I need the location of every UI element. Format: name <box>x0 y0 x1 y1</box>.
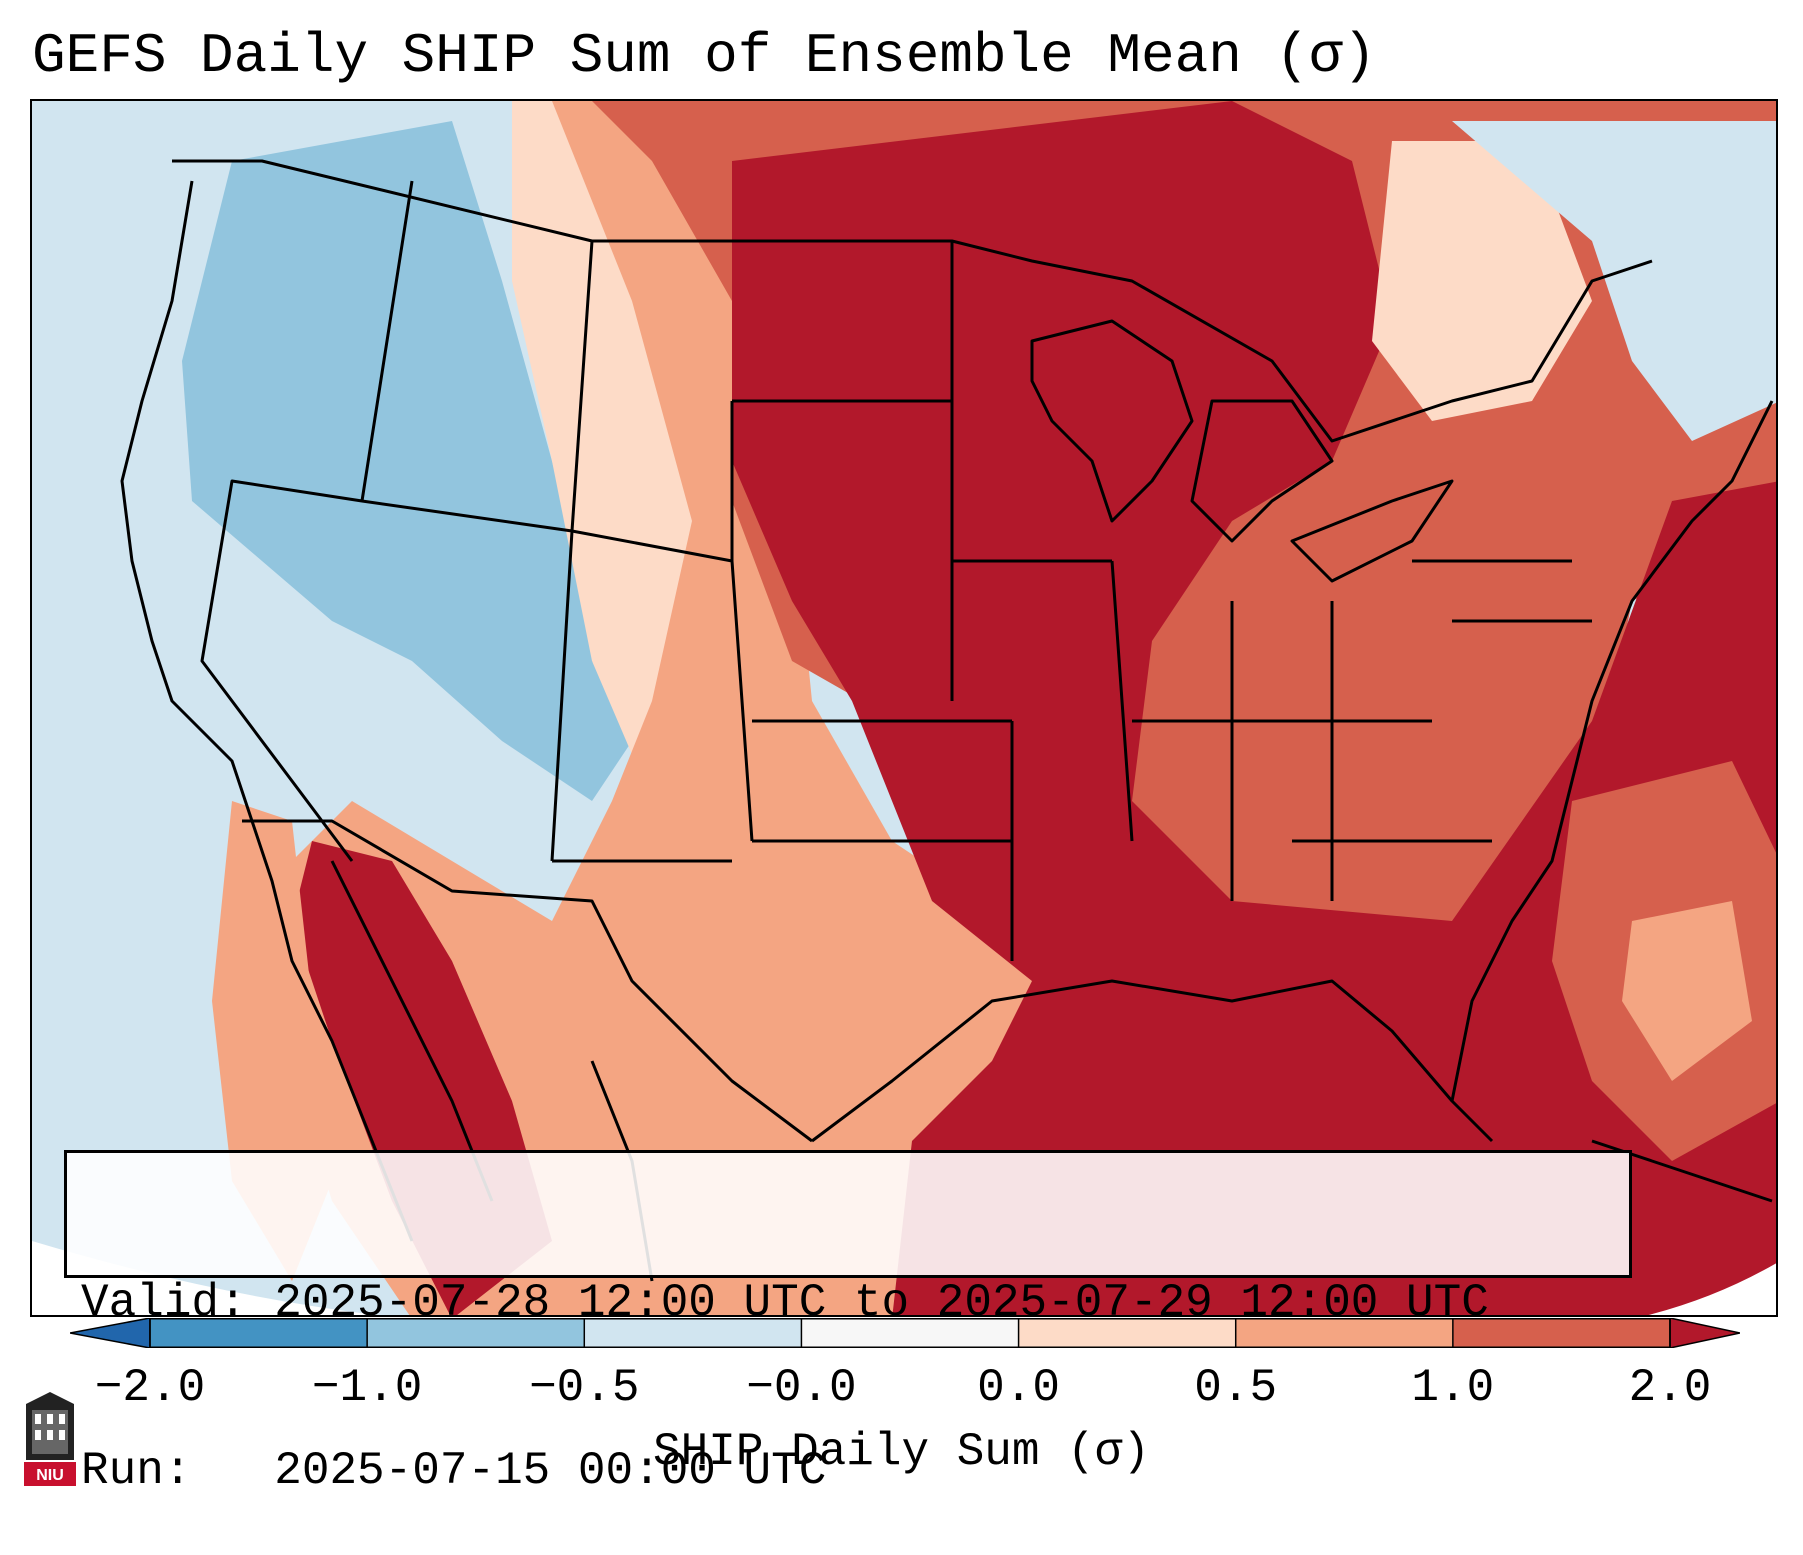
valid-run-info-box: Valid: 2025-07-28 12:00 UTC to 2025-07-2… <box>64 1150 1632 1497</box>
anomaly-region-northeast-blue <box>1452 121 1776 441</box>
anomaly-region-atlantic-light <box>1622 901 1752 1081</box>
colorbar-tick-label: −1.0 <box>311 1362 423 1414</box>
anomaly-region-northeast-light <box>1372 141 1592 421</box>
colorbar-tick-label: −0.5 <box>529 1362 640 1414</box>
colorbar-extension-low <box>70 1318 151 1348</box>
colorbar-tick-label: 0.5 <box>1194 1362 1278 1414</box>
anomaly-region-salmon <box>272 101 1092 1315</box>
valid-time-text: Valid: 2025-07-28 12:00 UTC to 2025-07-2… <box>81 1277 1489 1329</box>
colorbar-extension-high <box>1669 1318 1740 1348</box>
great-lakes <box>1030 319 1454 583</box>
colorbar-tick-label: 2.0 <box>1628 1362 1712 1414</box>
run-time-text: Run: 2025-07-15 00:00 UTC <box>81 1445 827 1497</box>
colorbar-tick-label: 0.0 <box>977 1362 1060 1414</box>
colorbar-label: SHIP Daily Sum (σ) <box>653 1426 1150 1478</box>
anomaly-region-blue <box>182 121 632 801</box>
anomaly-region-deep-red <box>732 101 1776 1315</box>
logo-text: NIU <box>36 1467 64 1484</box>
colorbar-segment <box>1235 1318 1454 1348</box>
state-lines <box>200 180 1592 961</box>
colorbar <box>70 1318 1740 1348</box>
east-coast <box>1450 400 1774 1102</box>
colorbar-segment <box>1018 1318 1237 1348</box>
west-coast <box>120 180 414 1242</box>
gulf-coast <box>811 979 1494 1143</box>
colorbar-tick-label: 1.0 <box>1411 1362 1495 1414</box>
colorbar-segment <box>801 1318 1020 1348</box>
niu-logo: NIU <box>24 1392 76 1486</box>
colorbar-segment <box>584 1318 802 1348</box>
map-panel <box>30 99 1778 1317</box>
colorbar-segment <box>367 1318 585 1348</box>
colorbar-tick-label: −0.0 <box>746 1362 857 1414</box>
colorbar-segment <box>1452 1318 1671 1348</box>
anomaly-region-light-salmon <box>512 101 1032 1101</box>
colorbar-tick-label: −2.0 <box>94 1362 206 1414</box>
map-canvas <box>32 101 1776 1315</box>
colorbar-segment <box>150 1318 368 1348</box>
map-title: GEFS Daily SHIP Sum of Ensemble Mean (σ) <box>32 24 1377 88</box>
projection-corner-right <box>1648 1263 1776 1315</box>
us-mexico-border <box>242 819 813 1143</box>
us-canada-border <box>172 159 1653 443</box>
projection-corner <box>32 1241 376 1315</box>
